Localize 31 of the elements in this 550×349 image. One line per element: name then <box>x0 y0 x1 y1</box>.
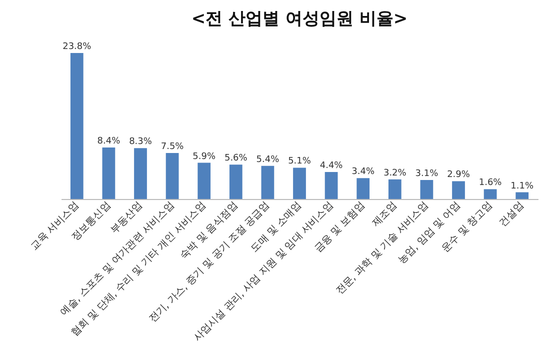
data-label: 5.6% <box>224 154 248 164</box>
data-label: 5.9% <box>192 152 216 162</box>
chart-title: <전 산업별 여성임원 비율> <box>191 9 408 29</box>
data-label: 1.1% <box>510 181 534 192</box>
bar <box>261 166 274 199</box>
bar <box>102 147 116 199</box>
bar <box>70 53 84 199</box>
data-label: 23.8% <box>62 42 92 52</box>
data-label: 8.4% <box>97 136 121 146</box>
data-label: 1.6% <box>478 178 502 188</box>
data-label: 3.4% <box>352 167 375 178</box>
bar <box>198 162 211 199</box>
data-label: 2.9% <box>447 170 470 180</box>
bar <box>134 148 147 199</box>
bar <box>420 180 434 199</box>
data-label: 4.4% <box>320 161 344 172</box>
data-label: 3.1% <box>415 168 439 179</box>
bar <box>324 172 338 199</box>
data-label: 3.2% <box>383 168 407 178</box>
bar <box>516 192 529 199</box>
data-label: 5.1% <box>288 156 312 167</box>
data-label: 5.4% <box>256 154 280 165</box>
bar <box>484 189 497 199</box>
bar <box>293 168 306 199</box>
data-label: 7.5% <box>160 142 184 152</box>
bar <box>452 181 465 199</box>
data-label: 8.3% <box>129 137 152 148</box>
bar <box>356 178 370 199</box>
bar <box>166 152 179 199</box>
bar <box>229 164 242 199</box>
bar <box>388 179 402 199</box>
